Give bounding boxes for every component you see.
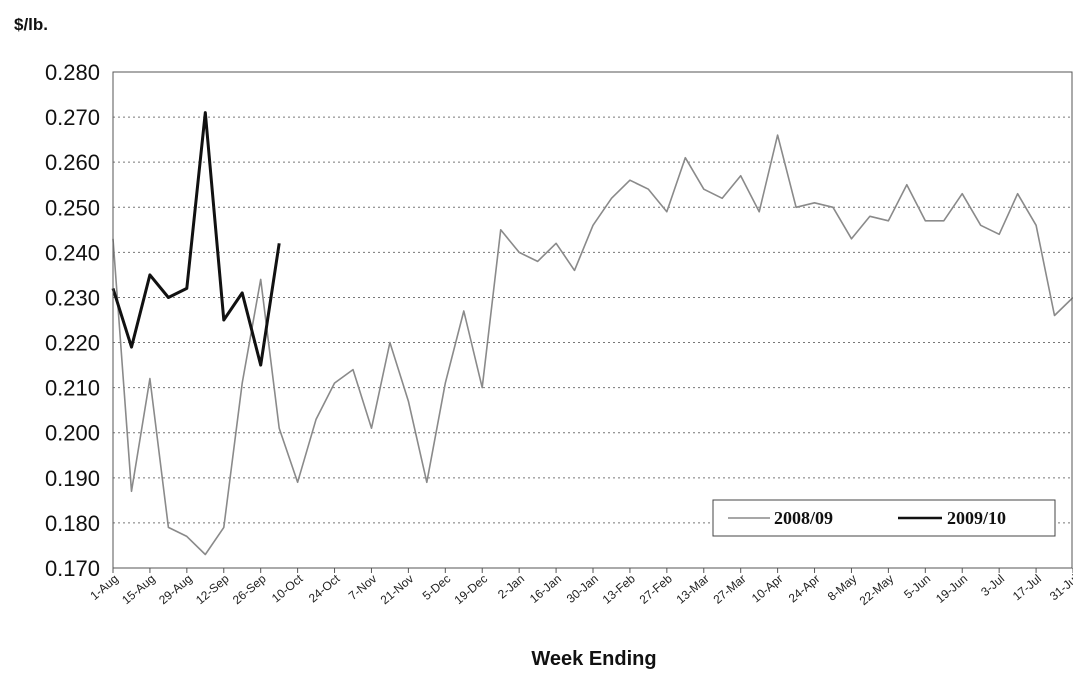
x-tick-label: 3-Jul — [978, 572, 1007, 599]
x-tick-label: 10-Oct — [269, 571, 306, 605]
y-tick-label: 0.280 — [45, 60, 100, 85]
x-tick-label: 2-Jan — [495, 572, 527, 602]
x-tick-label: 24-Apr — [786, 572, 823, 606]
x-tick-label: 29-Aug — [156, 572, 195, 608]
x-tick-label: 19-Jun — [933, 572, 970, 606]
y-tick-label: 0.250 — [45, 195, 100, 220]
x-tick-label: 17-Jul — [1010, 572, 1044, 604]
y-tick-label: 0.190 — [45, 466, 100, 491]
x-tick-label: 22-May — [857, 572, 897, 608]
x-tick-label: 8-May — [825, 572, 860, 604]
y-axis-ticks: 0.170 0.180 0.190 0.200 0.210 0.220 0.230 0.240… — [45, 60, 100, 581]
x-tick-label: 5-Dec — [420, 572, 454, 603]
legend-box — [712, 499, 1056, 537]
y-tick-label: 0.230 — [45, 285, 100, 310]
y-tick-label: 0.180 — [45, 511, 100, 536]
series-lines — [111, 111, 1073, 556]
y-tick-label: 0.260 — [45, 150, 100, 175]
x-tick-label: 26-Sep — [230, 571, 269, 607]
x-tick-label: 24-Oct — [306, 571, 343, 605]
x-tick-label: 12-Sep — [193, 571, 232, 607]
x-tick-label: 5-Jun — [901, 572, 933, 602]
x-tick-label: 7-Nov — [346, 572, 380, 603]
x-tick-label: 27-Feb — [637, 571, 675, 606]
x-tick-label: 13-Mar — [674, 572, 712, 607]
x-tick-label: 16-Jan — [527, 572, 564, 606]
legend-label-2009-10: 2009/10 — [947, 508, 1006, 528]
x-tick-label: 19-Dec — [452, 572, 491, 608]
series-line-2009-10 — [111, 111, 281, 367]
x-tick-label: 31-Jul — [1047, 572, 1073, 604]
x-tick-label: 15-Aug — [119, 572, 158, 608]
y-tick-label: 0.210 — [45, 376, 100, 401]
y-tick-label: 0.200 — [45, 421, 100, 446]
x-tick-label: 30-Jan — [564, 572, 601, 606]
x-axis-label: Week Ending — [531, 648, 656, 670]
series-line-2008-09 — [112, 134, 1073, 556]
x-tick-label: 13-Feb — [600, 571, 638, 606]
y-tick-label: 0.170 — [45, 556, 100, 581]
y-tick-label: 0.220 — [45, 331, 100, 356]
y-tick-label: 0.270 — [45, 105, 100, 130]
x-tick-label: 27-Mar — [711, 572, 749, 607]
y-unit-label: $/lb. — [14, 15, 48, 34]
x-tick-label: 21-Nov — [378, 572, 417, 608]
legend-label-2008-09: 2008/09 — [774, 508, 833, 528]
x-tick-label: 10-Apr — [749, 572, 786, 606]
plot-frame — [112, 71, 1073, 569]
legend: 2008/09 2009/10 — [712, 499, 1056, 537]
y-tick-label: 0.240 — [45, 240, 100, 265]
